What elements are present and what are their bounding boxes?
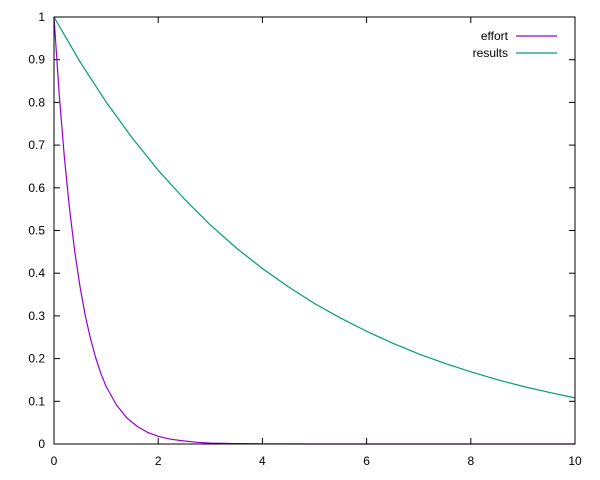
y-tick-label: 0.8	[28, 95, 45, 109]
y-tick-label: 0.9	[28, 53, 45, 67]
y-axis-ticks: 0 0.1 0.2 0.3 0.4 0.5 0.6 0.7 0.8 0.9 1	[28, 10, 575, 451]
y-tick-label: 0.1	[28, 394, 45, 408]
series-lines	[53, 16, 576, 445]
y-tick-label: 0.3	[28, 309, 45, 323]
x-axis-ticks: 0 2 4 6 8 10	[51, 17, 582, 468]
y-tick-label: 0.6	[28, 181, 45, 195]
y-tick-label: 0	[38, 437, 45, 451]
y-tick-label: 1	[38, 10, 45, 24]
legend: effort results	[473, 29, 557, 60]
legend-item-effort: effort	[481, 29, 557, 43]
y-tick-label: 0.7	[28, 138, 45, 152]
x-tick-label: 0	[51, 454, 58, 468]
x-tick-label: 6	[363, 454, 370, 468]
x-tick-label: 10	[568, 454, 582, 468]
x-tick-label: 2	[155, 454, 162, 468]
plot-frame	[53, 16, 576, 445]
x-tick-label: 4	[259, 454, 266, 468]
y-tick-label: 0.2	[28, 352, 45, 366]
legend-item-results: results	[473, 46, 557, 60]
x-tick-label: 8	[467, 454, 474, 468]
legend-label: effort	[481, 29, 509, 43]
y-tick-label: 0.5	[28, 224, 45, 238]
series-line-results	[53, 16, 576, 399]
legend-label: results	[473, 46, 508, 60]
y-tick-label: 0.4	[28, 266, 45, 280]
